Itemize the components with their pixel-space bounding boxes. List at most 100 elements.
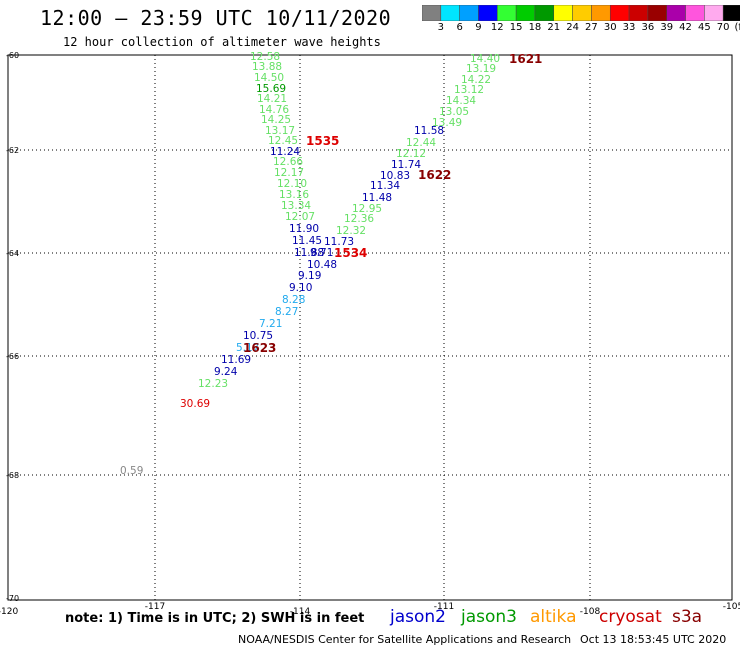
latitude-label: -70 — [6, 594, 19, 603]
map-frame — [7, 54, 733, 601]
wave-height-value: 11.88 — [294, 247, 324, 259]
wave-height-value: 12.12 — [396, 148, 426, 160]
wave-height-value: 12.45 — [268, 135, 298, 147]
wave-height-value: 11.24 — [270, 146, 300, 158]
wave-height-value: 13.19 — [466, 63, 496, 75]
wave-height-value: 10.83 — [380, 170, 410, 182]
latitude-label: -68 — [6, 471, 19, 480]
legend-jason3: jason3 — [461, 607, 517, 627]
color-scale-label: 9 — [475, 22, 482, 33]
legend-altika: altika — [530, 607, 577, 627]
wave-height-value: 9.71 — [310, 247, 333, 259]
wave-height-value: 12.23 — [198, 378, 228, 390]
latitude-label: -60 — [6, 51, 19, 60]
wave-height-value: 13.17 — [265, 125, 295, 137]
wave-height-value: 13.88 — [252, 61, 282, 73]
note-text: note: 1) Time is in UTC; 2) SWH is in fe… — [65, 611, 365, 626]
color-scale-bar — [422, 5, 740, 21]
color-scale-label: 3 — [437, 22, 444, 33]
color-scale-label: 39 — [660, 22, 674, 33]
wave-height-value: 8.27 — [275, 306, 298, 318]
color-scale-label: 15 — [509, 22, 523, 33]
wave-height-value: 13.16 — [279, 189, 309, 201]
color-scale-label: 21 — [547, 22, 561, 33]
latitude-label: -66 — [6, 352, 19, 361]
wave-height-value: 12.66 — [273, 156, 303, 168]
color-scale-label: 12 — [490, 22, 504, 33]
color-scale-label: 6 — [456, 22, 463, 33]
color-scale-label: 70 — [716, 22, 730, 33]
color-scale-label: 24 — [566, 22, 579, 33]
wave-height-value: 11.69 — [221, 354, 251, 366]
color-scale-label: 33 — [622, 22, 636, 33]
longitude-label: -108 — [580, 607, 601, 617]
wave-height-value: 5.17 — [236, 342, 259, 354]
wave-height-value: 9.10 — [289, 282, 312, 294]
wave-height-value: 11.34 — [370, 180, 400, 192]
color-scale-label: (ft) — [734, 22, 740, 33]
wave-height-value: 14.21 — [257, 93, 287, 105]
wave-height-value: 11.73 — [324, 236, 354, 248]
color-scale-label: 18 — [528, 22, 542, 33]
wave-height-value: 12.44 — [406, 137, 436, 149]
longitude-label: -105 — [723, 602, 740, 612]
wave-height-value: 12.32 — [336, 225, 366, 237]
color-scale-label: 30 — [603, 22, 617, 33]
wave-height-value: 14.76 — [259, 104, 289, 116]
legend-s3a: s3a — [672, 607, 703, 627]
wave-height-value: 14.22 — [461, 74, 491, 86]
longitude-label: -114 — [290, 607, 311, 617]
wave-height-value: 9.19 — [298, 270, 321, 282]
wave-height-value: 12.10 — [277, 178, 307, 190]
wave-height-value: 14.50 — [254, 72, 284, 84]
wave-height-value: 14.25 — [261, 114, 291, 126]
wave-height-value: 11.45 — [292, 235, 322, 247]
footer-timestamp: Oct 13 18:53:45 UTC 2020 — [580, 633, 727, 646]
wave-height-value: 11.48 — [362, 192, 392, 204]
wave-height-value: 11.90 — [289, 223, 319, 235]
color-scale-label: 27 — [585, 22, 598, 33]
wave-height-value: 7.21 — [259, 318, 282, 330]
wave-height-value: 15.69 — [256, 83, 286, 95]
color-scale-label: 45 — [697, 22, 711, 33]
wave-height-value: 13.05 — [439, 106, 469, 118]
wave-height-value: 14.34 — [446, 95, 476, 107]
legend-jason2: jason2 — [390, 607, 446, 627]
pass-time-label: 1621 — [509, 52, 542, 66]
wave-height-value: 13.34 — [281, 200, 311, 212]
wave-height-value: 12.36 — [344, 213, 374, 225]
longitude-label: -117 — [145, 602, 165, 612]
pass-time-label: 1622 — [418, 168, 451, 182]
longitude-label: -111 — [434, 602, 454, 612]
wave-height-value: 10.48 — [307, 259, 337, 271]
page-subtitle: 12 hour collection of altimeter wave hei… — [63, 35, 381, 49]
wave-height-value: 13.49 — [432, 117, 462, 129]
wave-height-value: 0.59 — [120, 465, 143, 477]
latitude-label: -62 — [6, 146, 19, 155]
wave-height-value: 14.40 — [470, 53, 500, 65]
color-scale-label: 36 — [641, 22, 655, 33]
wave-height-value: 9.24 — [214, 366, 238, 378]
wave-height-value: 11.74 — [391, 159, 421, 171]
legend-cryosat: cryosat — [599, 607, 662, 627]
color-scale-swatch — [722, 5, 740, 21]
wave-height-value: 8.28 — [282, 294, 305, 306]
wave-height-value: 12.58 — [250, 51, 280, 63]
wave-height-value: 12.07 — [285, 211, 315, 223]
wave-height-value: 12.17 — [274, 167, 304, 179]
pass-time-label: 1623 — [243, 341, 276, 355]
page-title: 12:00 – 23:59 UTC 10/11/2020 — [40, 6, 392, 30]
wave-height-value: 12.95 — [352, 203, 382, 215]
wave-height-value: 13.12 — [454, 84, 484, 96]
latitude-label: -64 — [6, 249, 19, 258]
footer-org: NOAA/NESDIS Center for Satellite Applica… — [238, 633, 572, 646]
wave-height-value: 30.69 — [180, 398, 210, 410]
color-scale-label: 42 — [679, 22, 692, 33]
wave-height-value: 10.75 — [243, 330, 273, 342]
longitude-label: -120 — [0, 607, 18, 617]
pass-time-label: 1535 — [306, 134, 339, 148]
pass-time-label: 1534 — [334, 246, 367, 260]
wave-height-value: 11.58 — [414, 125, 444, 137]
